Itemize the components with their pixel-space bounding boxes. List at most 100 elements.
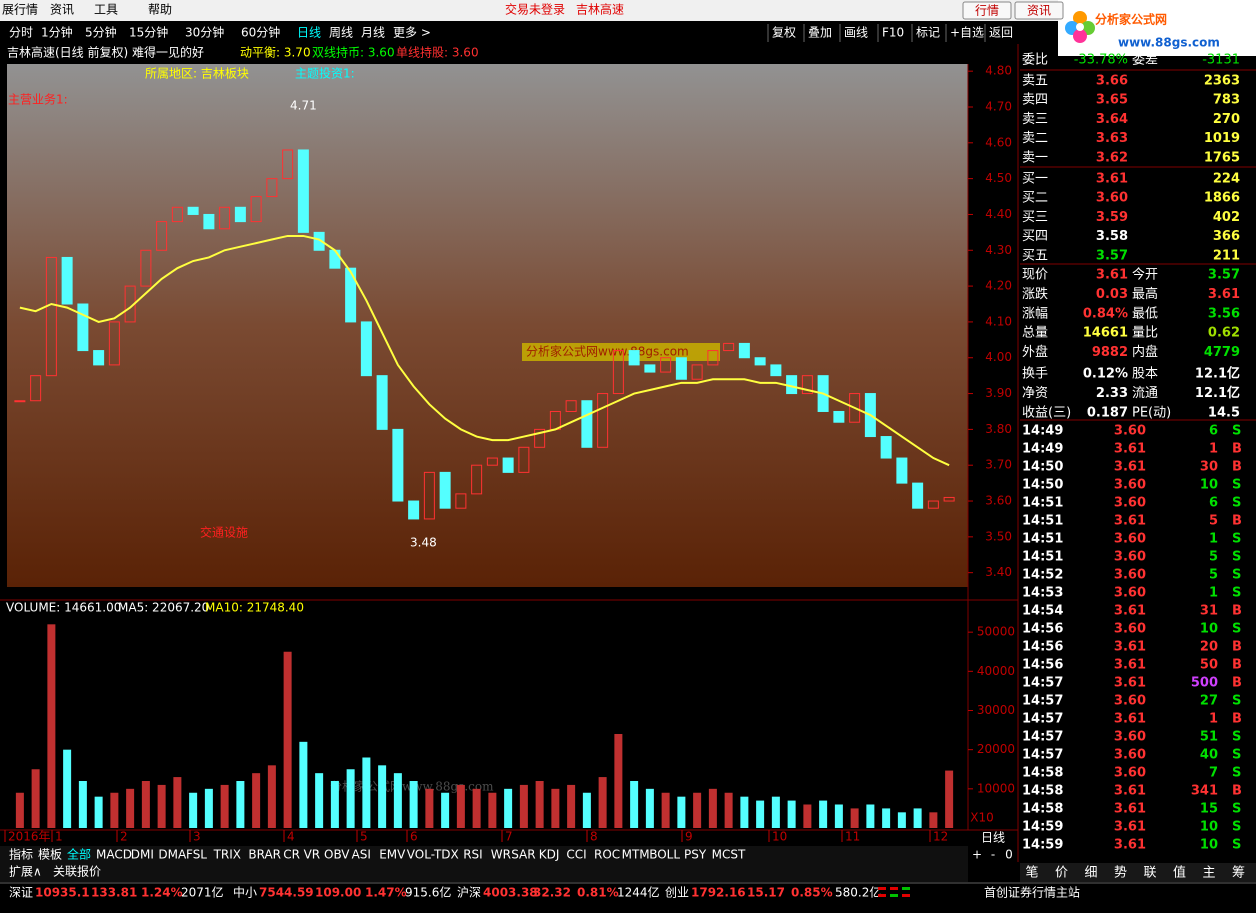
tool-button[interactable]: 标记 [916,26,940,40]
trade-price: 3.60 [1114,568,1146,583]
book-price: 3.58 [1096,229,1128,244]
indicator-tab[interactable]: KDJ [539,848,560,862]
top-button[interactable] [962,1,1012,20]
side-tab[interactable]: 值 [1173,865,1186,881]
market-amount: 1244亿 [617,885,660,900]
volume-bar [346,769,355,828]
indicator-tab[interactable]: 指标 [9,847,33,862]
side-tab[interactable]: 价 [1055,866,1068,881]
side-tab[interactable]: 笔 [1025,865,1038,881]
indicator-tab[interactable]: PSY [684,848,707,862]
quote-label: PE(动) [1132,405,1171,420]
indicator-tab[interactable]: VR [304,848,321,862]
volume-tick-label: 20000 [977,742,1015,756]
extra-tab[interactable]: 扩展∧ [9,865,42,879]
indicator-tab[interactable]: ASI [352,848,371,862]
trade-side: B [1232,676,1242,691]
candle [770,364,782,377]
period-tab[interactable]: 周线 [329,26,353,40]
indicator-tab[interactable]: DMI [131,848,154,862]
menu-item[interactable]: 工具 [94,3,118,17]
top-button-label[interactable]: 资讯 [1027,4,1051,18]
volume-bar [393,773,402,828]
menu-item[interactable]: 展行情 [2,3,38,17]
book-label: 买一 [1022,172,1048,187]
extra-tab[interactable]: 关联报价 [53,864,101,879]
x-tick-label: 10 [772,830,787,844]
indicator-tab[interactable]: BOLL [649,848,680,862]
indicator-tab[interactable]: EMV [379,848,406,862]
quote-value: 4779 [1204,345,1240,360]
period-tab[interactable]: 日线 [297,26,321,40]
trade-time: 14:51 [1022,550,1063,565]
trade-volume: 40 [1200,748,1218,763]
volume-bar [661,792,670,828]
tool-button[interactable]: 叠加 [808,26,832,40]
side-tab[interactable]: 势 [1114,865,1127,881]
period-tab[interactable]: 分时 [9,26,33,40]
quote-value: 9882 [1092,345,1128,360]
indicator-tab[interactable]: MACD [96,848,132,862]
top-button-label[interactable]: 行情 [975,4,999,18]
indicator-tab[interactable]: SAR [511,848,535,862]
zoom-button[interactable]: + [972,848,982,862]
indicator-tab[interactable]: OBV [324,848,350,862]
volume-bar [677,796,686,828]
indicator-tab[interactable]: VOL-TDX [407,848,459,862]
indicator-tab[interactable]: FSL [186,848,207,862]
period-tab[interactable]: 月线 [361,26,385,40]
indicator-tab[interactable]: MTM [622,848,650,862]
watermark: 分析家公式网www.88gs.com [526,344,689,359]
indicator-tab[interactable]: BRAR [248,848,281,862]
signal-icon [878,887,910,897]
indicator-tab[interactable]: RSI [463,848,483,862]
side-tab[interactable]: 细 [1084,866,1097,881]
side-tab[interactable]: 筹 [1232,865,1245,881]
volume-bar [409,780,418,828]
period-tab[interactable]: 60分钟 [241,25,280,40]
book-volume: 783 [1213,93,1240,108]
period-tab[interactable]: 更多 > [393,26,431,40]
trade-side: B [1232,514,1242,529]
quote-label: 最低 [1132,306,1158,321]
candle [14,400,26,403]
zoom-button[interactable]: - [991,848,995,862]
side-tab[interactable]: 联 [1143,866,1156,881]
indicator-tab[interactable]: DMA [158,848,187,862]
indicator-tab[interactable]: 模板 [38,848,62,862]
indicator-tab[interactable]: TRIX [213,848,241,862]
zoom-button[interactable]: 0 [1005,848,1013,862]
market-amount: 915.6亿 [405,885,451,900]
indicator-tab[interactable]: ROC [594,848,620,862]
candle [345,267,357,323]
trade-volume: 20 [1200,640,1218,655]
top-button[interactable] [1014,1,1064,20]
quote-value: 12.1亿 [1195,366,1240,382]
volume-bar [362,757,371,828]
indicator-tab[interactable]: CCI [566,848,586,862]
candle [880,436,892,459]
indicator-tab[interactable]: MCST [712,848,746,862]
indicator-tab[interactable]: CR [283,848,300,862]
tool-button[interactable]: 返回 [989,26,1013,40]
tool-button[interactable]: +自选 [950,26,984,40]
menu-item[interactable]: 资讯 [50,3,74,17]
volume-bar [882,808,891,828]
tool-button[interactable]: 复权 [772,26,796,40]
market-change: 133.81 [91,886,137,900]
tool-button[interactable]: F10 [882,26,904,40]
order-ratio-label: 委比 [1022,53,1048,68]
trade-side: B [1232,658,1242,673]
period-tab[interactable]: 5分钟 [85,25,117,40]
period-tab[interactable]: 15分钟 [129,25,168,40]
indicator-tab[interactable]: 全部 [67,847,91,862]
period-tab[interactable]: 1分钟 [41,25,73,40]
menu-item[interactable]: 帮助 [148,3,172,17]
period-tab[interactable]: 30分钟 [185,25,224,40]
side-tab[interactable]: 主 [1202,866,1215,881]
indicator-tab[interactable]: WR [491,848,511,862]
book-price: 3.65 [1096,93,1128,108]
trade-volume: 5 [1209,550,1218,565]
trade-volume: 6 [1209,496,1218,511]
tool-button[interactable]: 画线 [844,26,868,40]
